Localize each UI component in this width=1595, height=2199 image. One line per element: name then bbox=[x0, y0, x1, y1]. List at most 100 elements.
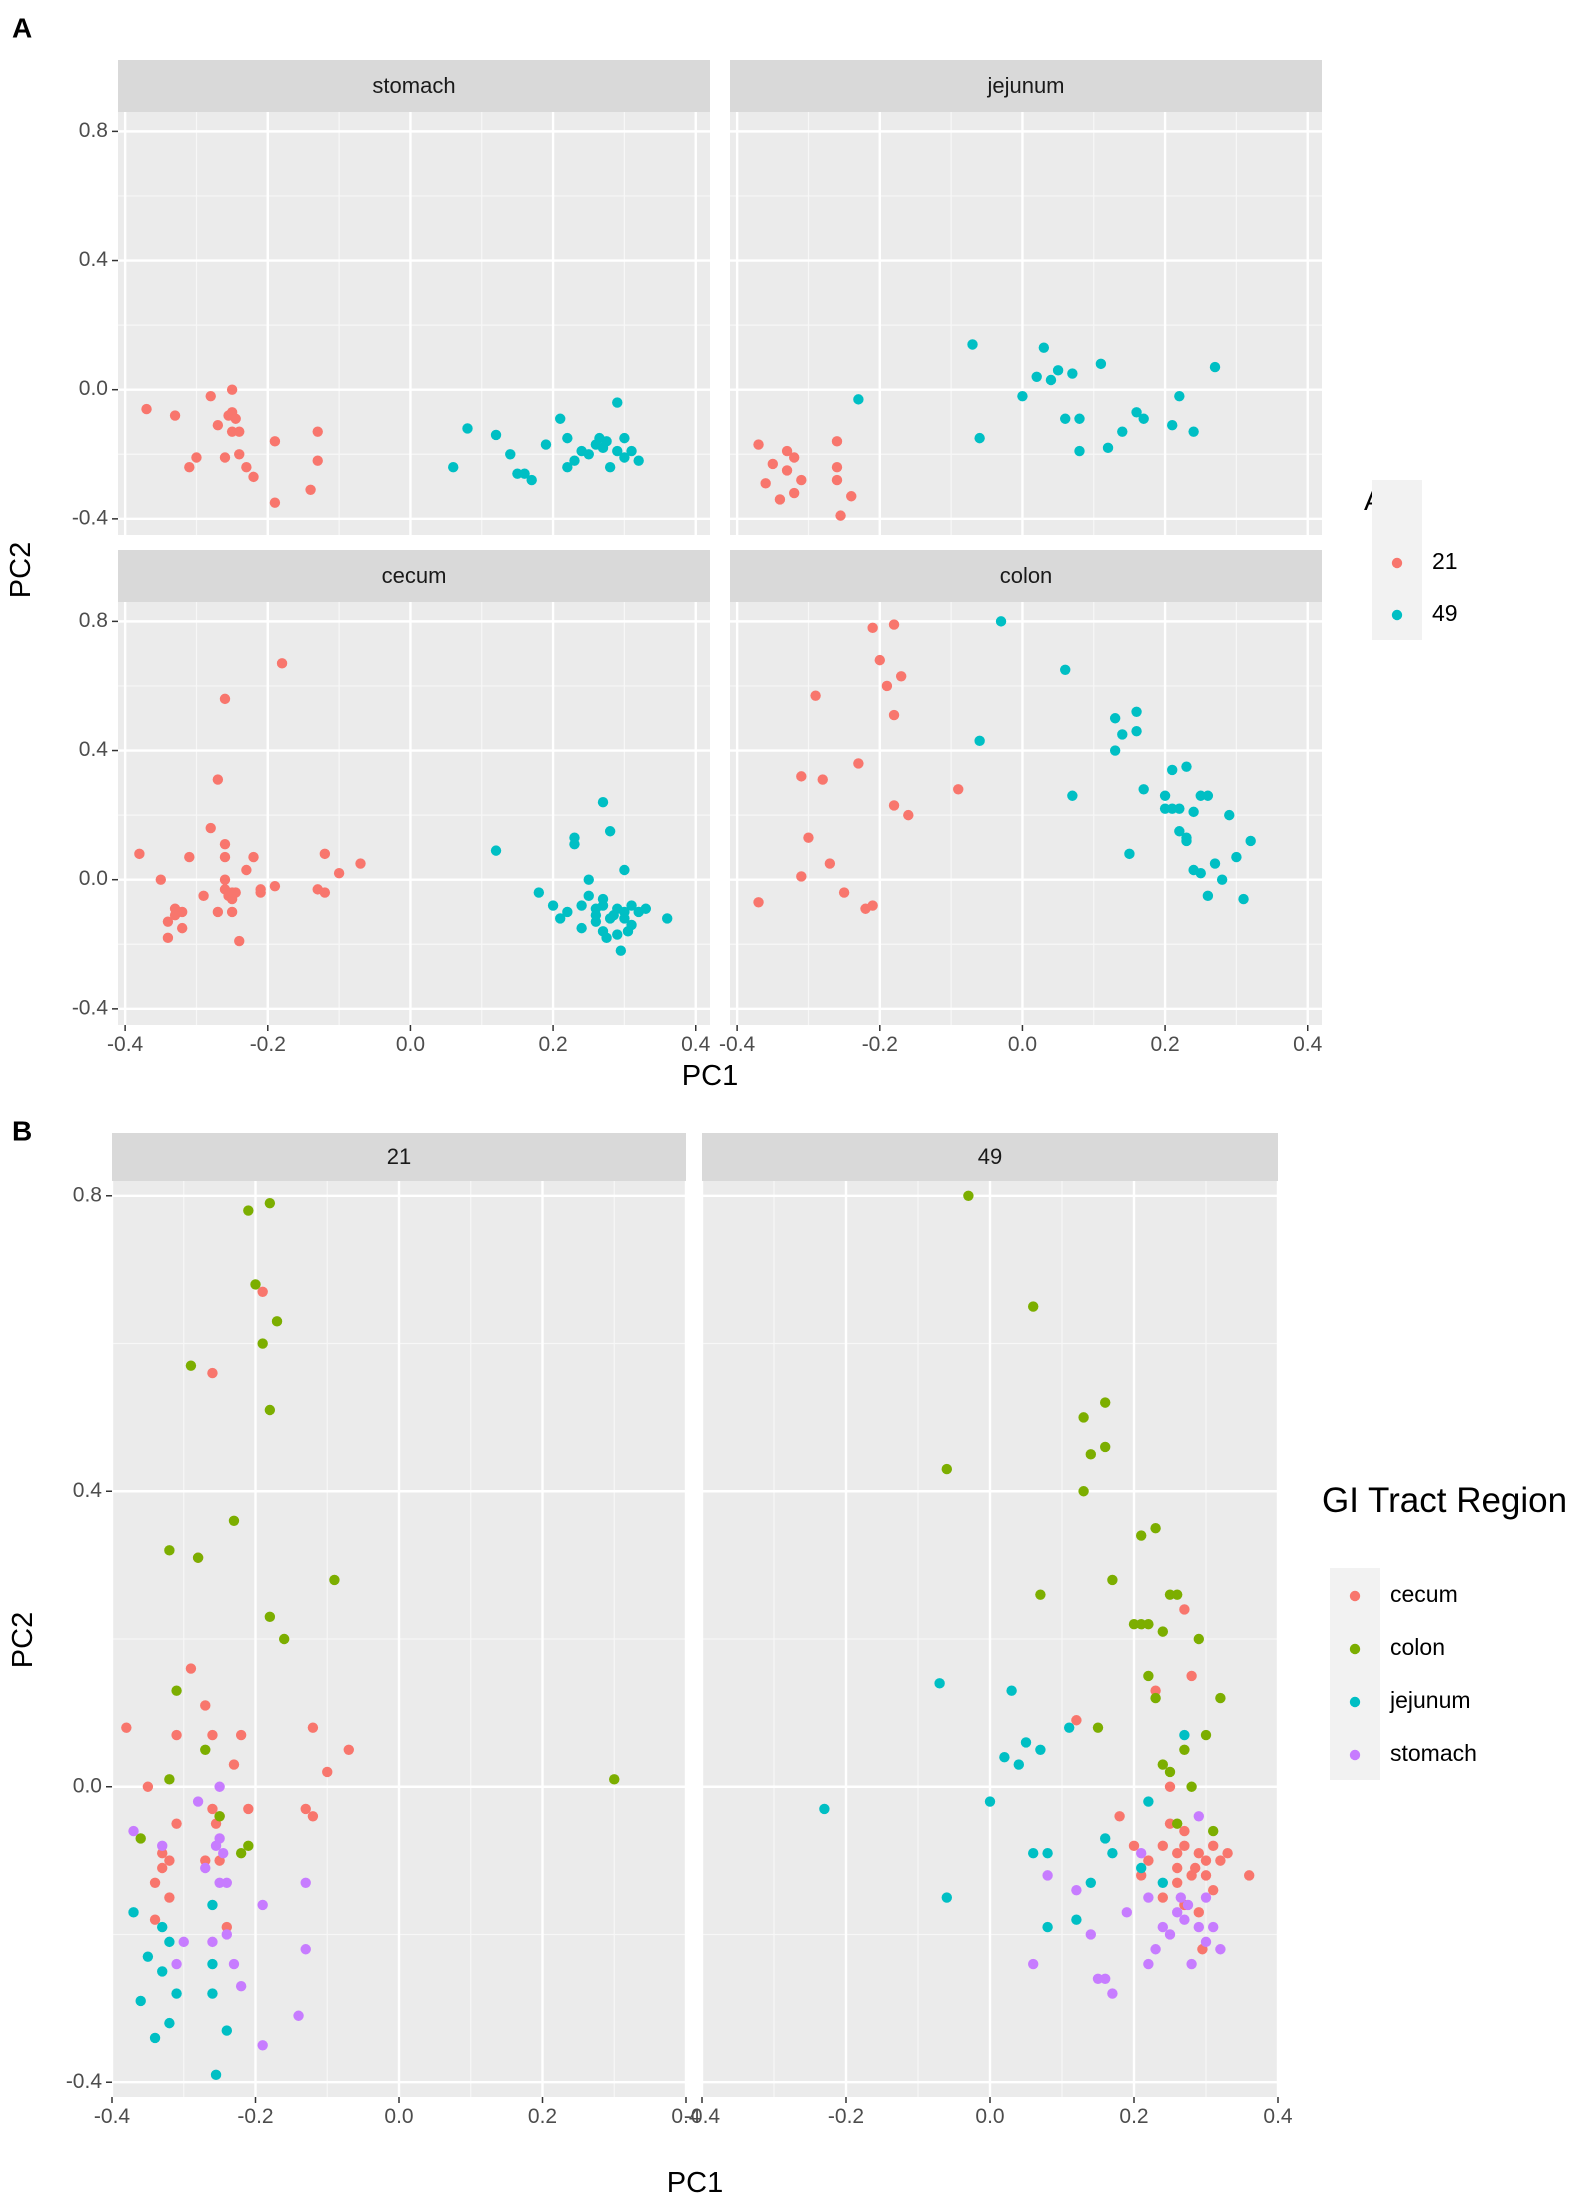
data-point-colon bbox=[243, 1205, 254, 1216]
data-point-49 bbox=[569, 455, 580, 466]
data-point-21 bbox=[234, 426, 245, 437]
panel-background bbox=[730, 602, 1322, 1025]
data-point-colon bbox=[1143, 1670, 1154, 1682]
data-point-49 bbox=[562, 461, 573, 473]
data-point-cecum bbox=[157, 1848, 168, 1859]
data-point-21 bbox=[241, 864, 252, 876]
data-point-49 bbox=[490, 845, 502, 856]
data-point-49 bbox=[612, 929, 623, 940]
data-point-21 bbox=[205, 822, 216, 834]
data-point-cecum bbox=[171, 1729, 182, 1741]
data-point-21 bbox=[226, 426, 238, 437]
data-point-jejunum bbox=[142, 1951, 154, 1962]
data-point-cecum bbox=[1179, 1840, 1190, 1852]
data-point-cecum bbox=[1215, 1855, 1226, 1866]
data-point-49 bbox=[490, 429, 502, 441]
data-point-cecum bbox=[243, 1803, 254, 1815]
y-tick-label: 0.8 bbox=[79, 609, 108, 632]
data-point-49 bbox=[1195, 790, 1206, 801]
data-point-colon bbox=[214, 1811, 225, 1822]
data-point-stomach bbox=[1028, 1958, 1039, 1970]
x-tick-label: -0.4 bbox=[719, 1033, 756, 1056]
data-point-stomach bbox=[1193, 1921, 1205, 1933]
data-point-49 bbox=[597, 893, 609, 905]
data-point-cecum bbox=[257, 1286, 268, 1298]
data-point-49 bbox=[1188, 426, 1199, 437]
data-point-49 bbox=[967, 339, 978, 350]
data-point-49 bbox=[626, 445, 637, 457]
data-point-21 bbox=[230, 413, 241, 424]
data-point-21 bbox=[184, 461, 195, 473]
data-point-21 bbox=[788, 487, 800, 499]
data-point-stomach bbox=[221, 1877, 232, 1888]
data-point-cecum bbox=[1172, 1848, 1183, 1859]
data-point-cecum bbox=[343, 1744, 354, 1756]
data-point-cecum bbox=[1186, 1670, 1197, 1682]
facet-strip-label: 21 bbox=[387, 1144, 411, 1169]
data-point-21 bbox=[781, 465, 793, 476]
data-point-jejunum bbox=[157, 1966, 168, 1977]
y-tick-label: 0.0 bbox=[79, 377, 108, 400]
data-point-colon bbox=[1092, 1722, 1104, 1733]
data-point-stomach bbox=[1179, 1914, 1190, 1925]
data-point-49 bbox=[505, 449, 516, 460]
data-point-colon bbox=[1150, 1692, 1161, 1704]
panel-b-x-axis-title: PC1 bbox=[667, 2167, 723, 2199]
panel-a-facet-cecum: cecum -0.4 0.0 0.4 0.8 -0.4 -0.2 0.0 0.2 0.4 bbox=[72, 550, 711, 1056]
data-point-cecum bbox=[1200, 1855, 1212, 1866]
data-point-cecum bbox=[235, 1729, 247, 1741]
x-tick-label: 0.0 bbox=[975, 2105, 1004, 2128]
data-point-colon bbox=[135, 1833, 146, 1844]
data-point-stomach bbox=[257, 1899, 268, 1911]
data-point-colon bbox=[1193, 1633, 1205, 1645]
data-point-49 bbox=[601, 932, 612, 944]
facet-strip bbox=[118, 550, 710, 602]
y-tick-label: 0.4 bbox=[73, 1479, 103, 1502]
data-point-49 bbox=[1174, 803, 1185, 814]
data-point-49 bbox=[1159, 803, 1171, 814]
data-point-stomach bbox=[1150, 1944, 1161, 1955]
data-point-21 bbox=[788, 452, 800, 463]
data-point-jejunum bbox=[1013, 1759, 1024, 1770]
data-point-jejunum bbox=[207, 1899, 218, 1911]
data-point-stomach bbox=[1182, 1899, 1194, 1911]
facet-strip bbox=[730, 60, 1322, 112]
data-point-cecum bbox=[164, 1855, 175, 1866]
data-point-21 bbox=[155, 874, 166, 885]
data-point-colon bbox=[609, 1774, 620, 1785]
data-point-colon bbox=[1085, 1449, 1097, 1460]
data-point-21 bbox=[212, 420, 224, 431]
facet-strip bbox=[112, 1133, 686, 1181]
data-point-cecum bbox=[1190, 1862, 1201, 1874]
x-tick-label: 0.2 bbox=[1150, 1033, 1179, 1056]
data-point-colon bbox=[235, 1848, 247, 1859]
data-point-colon bbox=[1157, 1626, 1169, 1637]
data-point-jejunum bbox=[1042, 1921, 1053, 1933]
data-point-21 bbox=[838, 887, 850, 898]
data-point-49 bbox=[1117, 426, 1128, 437]
data-point-49 bbox=[1131, 407, 1142, 418]
data-point-49 bbox=[562, 432, 573, 444]
data-point-49 bbox=[1195, 868, 1206, 879]
data-point-49 bbox=[1209, 858, 1221, 869]
data-point-21 bbox=[831, 461, 843, 473]
data-point-stomach bbox=[207, 1936, 218, 1948]
data-point-jejunum bbox=[1100, 1833, 1111, 1844]
data-point-21 bbox=[312, 455, 323, 466]
data-point-jejunum bbox=[164, 2017, 175, 2029]
data-point-21 bbox=[895, 671, 907, 682]
data-point-cecum bbox=[171, 1818, 182, 1829]
data-point-49 bbox=[1138, 784, 1149, 795]
data-point-colon bbox=[1136, 1530, 1147, 1541]
legend-label-49: 49 bbox=[1432, 600, 1458, 626]
data-point-stomach bbox=[257, 2040, 268, 2051]
data-point-jejunum bbox=[1042, 1848, 1053, 1859]
facet-strip-label: stomach bbox=[372, 73, 455, 98]
data-point-colon bbox=[1172, 1589, 1183, 1600]
data-point-colon bbox=[1136, 1619, 1147, 1630]
data-point-cecum bbox=[1164, 1818, 1176, 1829]
data-point-49 bbox=[1231, 851, 1242, 863]
data-point-21 bbox=[867, 900, 878, 911]
data-point-49 bbox=[1067, 368, 1078, 379]
data-point-21 bbox=[219, 838, 231, 850]
